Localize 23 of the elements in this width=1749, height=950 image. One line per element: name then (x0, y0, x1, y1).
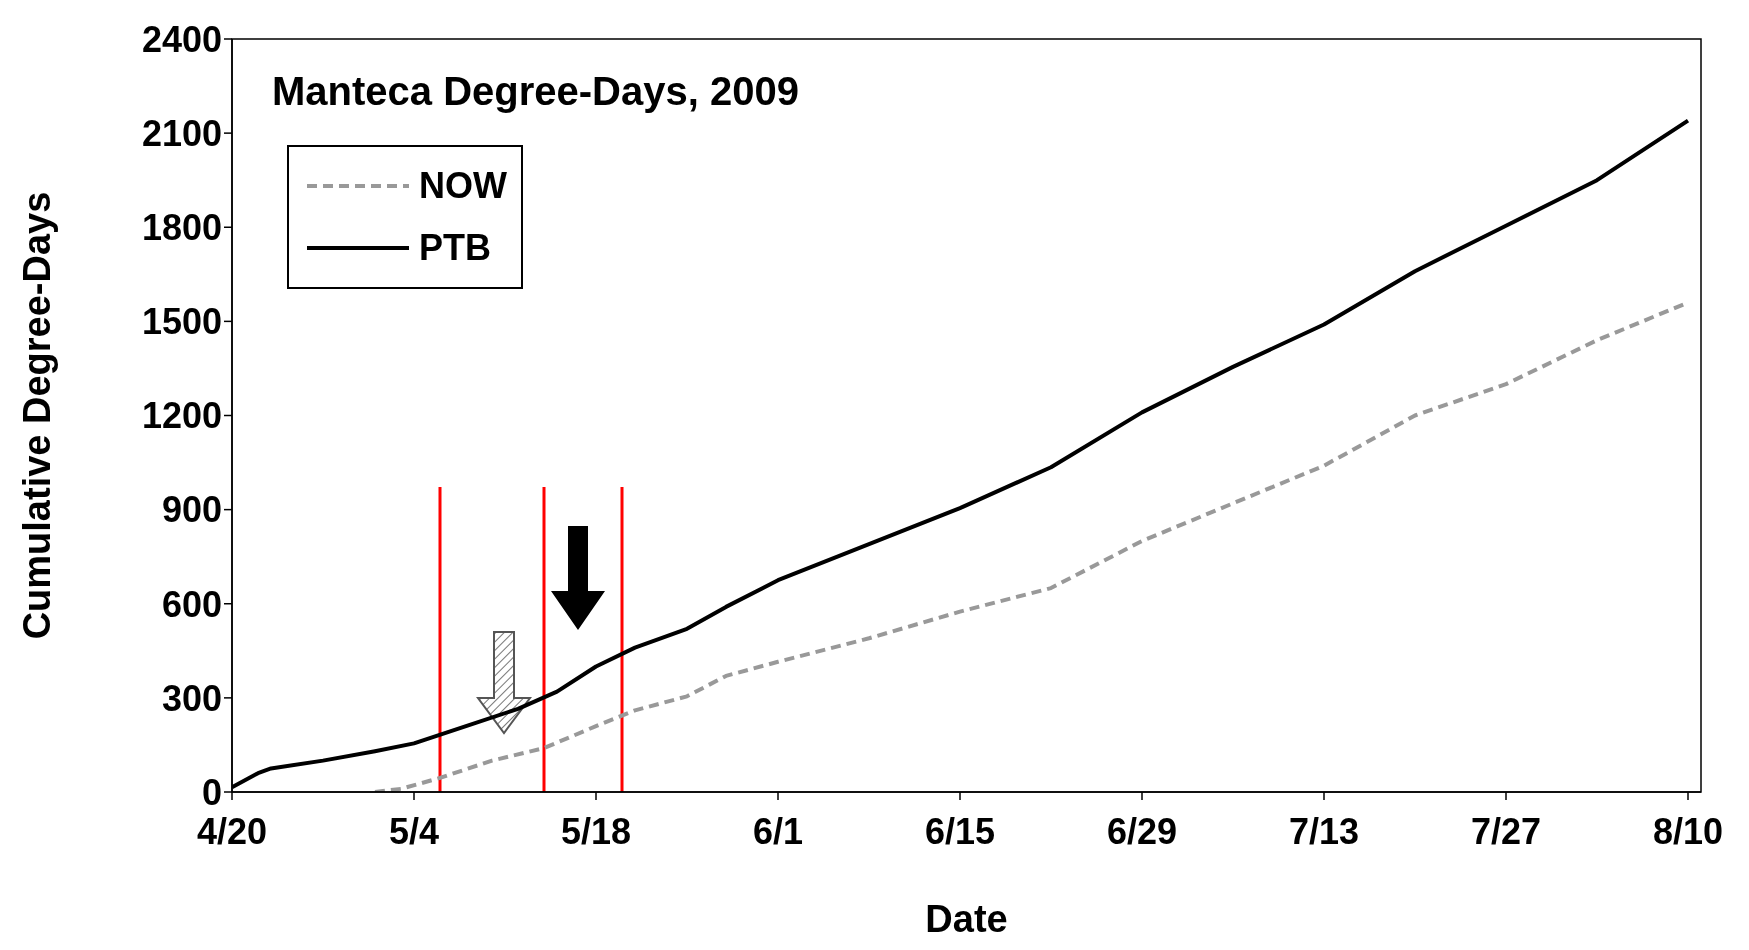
y-tick-label: 1500 (141, 301, 222, 343)
x-tick-label: 7/13 (1288, 810, 1360, 852)
x-axis-title: Date (925, 898, 1008, 940)
y-axis-title: Cumulative Degree-Days (16, 191, 59, 640)
y-tick-label: 1800 (141, 207, 222, 249)
y-tick-label: 0 (201, 771, 222, 813)
x-tick-label: 6/15 (924, 810, 996, 852)
x-tick-label: 4/20 (196, 810, 268, 852)
y-tick-label: 2400 (141, 18, 222, 60)
x-tick-label: 5/18 (560, 810, 632, 852)
y-tick-label: 2100 (141, 112, 222, 154)
legend-label: PTB (419, 227, 491, 269)
y-tick-label: 1200 (141, 395, 222, 437)
x-tick-label: 6/1 (752, 810, 804, 852)
legend-label: NOW (419, 165, 507, 207)
y-tick-label: 600 (161, 583, 222, 625)
y-tick-label: 900 (161, 489, 222, 531)
x-tick-label: 8/10 (1652, 810, 1724, 852)
x-tick-label: 6/29 (1106, 810, 1178, 852)
y-tick-label: 300 (161, 677, 222, 719)
x-tick-label: 7/27 (1470, 810, 1542, 852)
x-tick-label: 5/4 (388, 810, 440, 852)
text: Manteca Degree-Days, 2009 (272, 69, 799, 113)
